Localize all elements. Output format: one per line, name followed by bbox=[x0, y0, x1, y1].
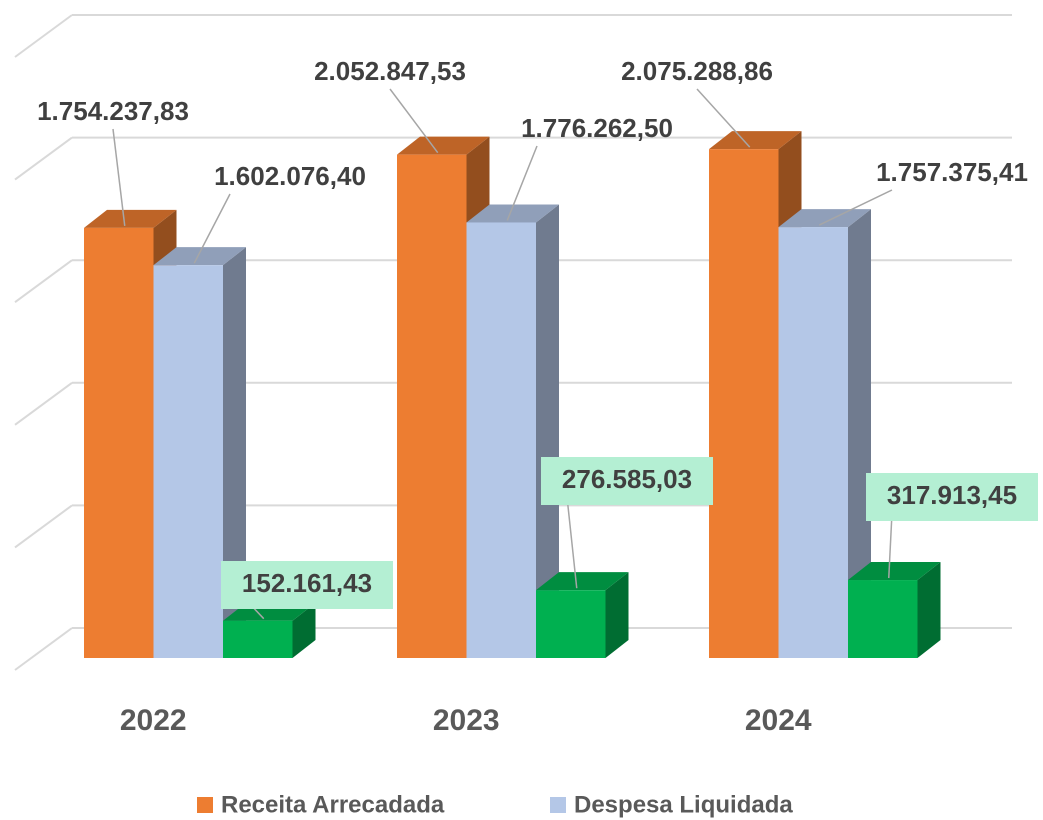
legend-swatch bbox=[550, 797, 566, 813]
bar bbox=[223, 602, 316, 658]
bar-side bbox=[292, 602, 316, 658]
bar-top bbox=[153, 247, 246, 266]
x-tick-label: 2024 bbox=[745, 704, 812, 737]
data-label: 1.754.237,83 bbox=[37, 96, 189, 126]
bar-top bbox=[84, 209, 177, 228]
grid-line bbox=[14, 259, 73, 304]
legend-label: Receita Arrecadada bbox=[221, 791, 445, 818]
bar-top bbox=[397, 136, 490, 155]
bar bbox=[848, 562, 941, 658]
leader-line bbox=[566, 496, 578, 589]
bar-top bbox=[709, 131, 802, 150]
bar-front bbox=[778, 227, 848, 658]
leader-line bbox=[888, 512, 893, 579]
data-label: 2.075.288,86 bbox=[621, 56, 773, 86]
legend-label: Despesa Liquidada bbox=[574, 791, 793, 818]
leader-line bbox=[389, 88, 439, 154]
grid-line bbox=[14, 627, 73, 671]
bar-side bbox=[536, 204, 559, 658]
bar-front bbox=[848, 580, 918, 658]
bar-side bbox=[917, 562, 941, 658]
grid-line bbox=[14, 136, 73, 181]
data-label: 1.757.375,41 bbox=[876, 157, 1028, 187]
bar-top bbox=[536, 572, 629, 591]
bar-top bbox=[848, 562, 941, 581]
grid-line bbox=[14, 504, 73, 549]
bar bbox=[466, 204, 559, 658]
bar-front bbox=[536, 590, 606, 658]
bar-side bbox=[605, 572, 629, 658]
data-label: 1.602.076,40 bbox=[214, 161, 366, 191]
data-label: 2.052.847,53 bbox=[314, 56, 466, 86]
data-label: 276.585,03 bbox=[562, 464, 692, 494]
data-label: 317.913,45 bbox=[887, 480, 1017, 510]
x-tick-label: 2022 bbox=[120, 704, 187, 737]
label-background bbox=[221, 561, 393, 609]
label-background bbox=[866, 473, 1038, 521]
leader-line bbox=[193, 193, 231, 264]
bar-front bbox=[223, 620, 293, 658]
bar bbox=[153, 247, 246, 658]
bar-top bbox=[466, 204, 559, 223]
data-label: 1.776.262,50 bbox=[521, 113, 673, 143]
leader-line bbox=[696, 88, 751, 148]
bar bbox=[778, 209, 871, 658]
bar-front bbox=[709, 149, 779, 659]
leader-line bbox=[506, 145, 538, 221]
data-label: 152.161,43 bbox=[242, 568, 372, 598]
legend-swatch bbox=[197, 797, 213, 813]
bar-front bbox=[397, 154, 467, 658]
label-background bbox=[541, 457, 713, 505]
grid-line bbox=[14, 381, 73, 426]
bar-front bbox=[84, 227, 154, 658]
bar-side bbox=[848, 209, 871, 658]
x-tick-label: 2023 bbox=[433, 704, 500, 737]
bar-side bbox=[223, 247, 246, 658]
bar bbox=[536, 572, 629, 658]
grid-line bbox=[14, 14, 73, 58]
leader-line bbox=[818, 189, 893, 226]
leader-line bbox=[112, 128, 126, 226]
bar-front bbox=[153, 265, 223, 658]
bar-top bbox=[778, 209, 871, 228]
bar-front bbox=[466, 222, 536, 658]
